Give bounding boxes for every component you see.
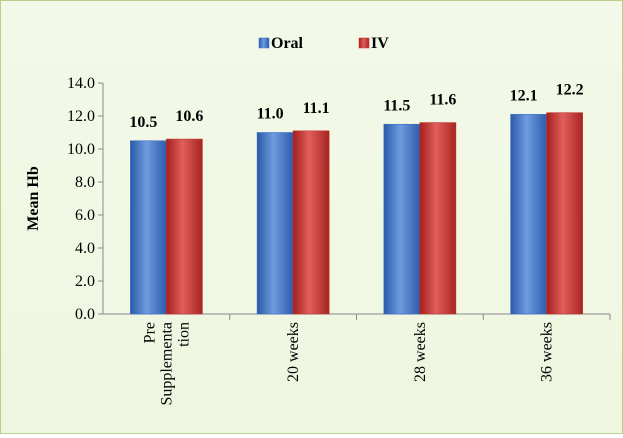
bar-iv-1 [292, 130, 330, 315]
y-axis-title: Mean Hb [25, 166, 42, 231]
x-category-label-line: tion [175, 322, 192, 347]
data-label-iv: 11.6 [429, 92, 456, 109]
data-label-oral: 11.5 [383, 97, 410, 114]
y-tick-label: 8.0 [75, 174, 95, 191]
x-category-label-line: 36 weeks [539, 322, 556, 382]
x-category-label-line: 20 weeks [285, 322, 302, 382]
x-category-label-line: 28 weeks [412, 322, 429, 382]
data-label-iv: 10.6 [175, 108, 203, 125]
y-tick-label: 2.0 [75, 273, 95, 290]
bar-iv-0 [166, 138, 203, 315]
y-tick-label: 0.0 [75, 306, 95, 323]
data-label-oral: 11.0 [257, 106, 284, 123]
data-label-oral: 12.1 [510, 87, 538, 104]
data-label-iv: 12.2 [556, 82, 584, 99]
data-label-iv: 11.1 [303, 100, 330, 117]
y-tick-label: 14.0 [67, 75, 95, 92]
y-tick-label: 4.0 [75, 240, 95, 257]
legend-label-oral: Oral [271, 35, 304, 52]
y-tick-label: 12.0 [67, 108, 95, 125]
legend-swatch-oral [258, 37, 270, 49]
x-category-label: Pre Supplementa tion [141, 322, 192, 406]
bar-oral-1 [256, 132, 294, 315]
legend-swatch-iv [358, 37, 370, 49]
legend: Oral IV [258, 35, 389, 52]
bar-oral-0 [130, 140, 167, 315]
x-category-label: 28 weeks [412, 322, 429, 382]
bar-iv-2 [419, 122, 457, 315]
x-category-label-line: Pre [141, 322, 158, 343]
x-category-label-line: Supplementa [158, 322, 175, 406]
x-category-label: 20 weeks [285, 322, 302, 382]
bar-oral-2 [383, 123, 421, 315]
plot-area: 0.0 2.0 4.0 6.0 8.0 10.0 12.0 14.0 Mean Hb 10.5 10… [25, 75, 611, 406]
legend-label-iv: IV [371, 35, 389, 52]
x-category-label: 36 weeks [539, 322, 556, 382]
bar-oral-3 [510, 114, 547, 315]
data-label-oral: 10.5 [129, 114, 157, 131]
y-tick-label: 10.0 [67, 141, 95, 158]
bar-iv-3 [546, 112, 583, 315]
y-tick-label: 6.0 [75, 207, 95, 224]
